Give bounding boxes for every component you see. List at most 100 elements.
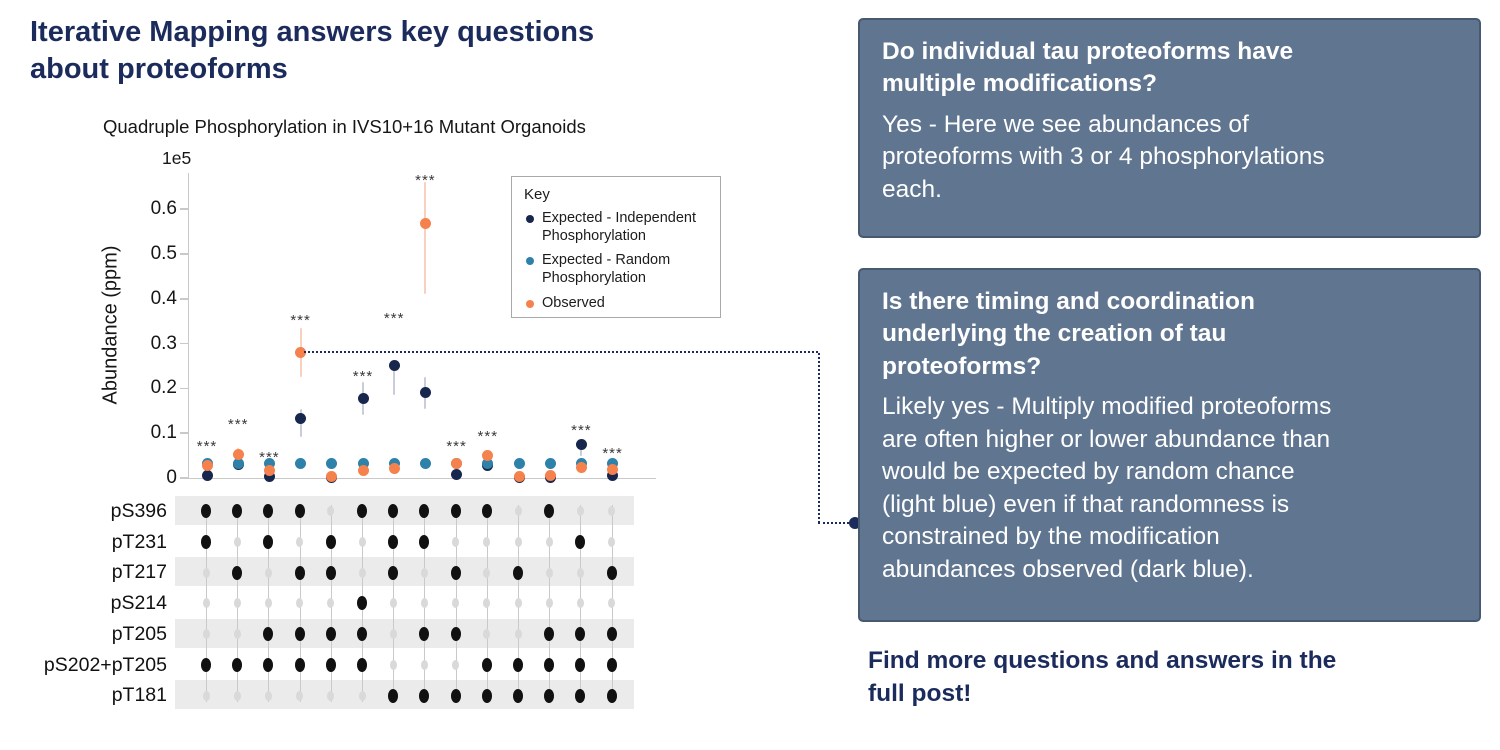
data-point bbox=[513, 470, 525, 482]
matrix-dot-empty bbox=[576, 598, 584, 609]
data-point bbox=[326, 457, 338, 469]
matrix-dot-filled bbox=[513, 688, 523, 703]
matrix-dot-filled bbox=[575, 535, 586, 550]
matrix-dot-filled bbox=[357, 657, 367, 672]
matrix-dot-empty bbox=[296, 690, 304, 701]
matrix-dot-empty bbox=[202, 690, 210, 701]
matrix-dot-empty bbox=[358, 567, 366, 578]
matrix-dot-empty bbox=[576, 567, 584, 578]
error-bar bbox=[393, 363, 396, 396]
data-point bbox=[326, 471, 338, 483]
matrix-dot-filled bbox=[419, 627, 430, 642]
matrix-dot-filled bbox=[513, 657, 523, 672]
legend-entry: Observed bbox=[524, 295, 708, 313]
matrix-dot-filled bbox=[388, 504, 399, 519]
legend-entry: Expected - Independent Phosphorylation bbox=[524, 210, 708, 245]
matrix-dot-filled bbox=[606, 565, 617, 580]
chart-title: Quadruple Phosphorylation in IVS10+16 Mu… bbox=[103, 116, 586, 137]
qa-box-1-heading: Do individual tau proteoforms have multi… bbox=[882, 38, 1294, 98]
y-tick-mark bbox=[180, 432, 188, 434]
connector-line-elbow bbox=[818, 522, 849, 524]
matrix-dot-empty bbox=[389, 629, 397, 640]
matrix-dot-empty bbox=[327, 690, 335, 701]
data-point bbox=[357, 393, 369, 405]
matrix-dot-filled bbox=[419, 688, 430, 703]
connector-line-vertical bbox=[818, 353, 820, 523]
matrix-row-stripe bbox=[175, 557, 634, 587]
y-tick-label: 0.2 bbox=[150, 377, 177, 399]
matrix-dot-filled bbox=[294, 627, 305, 642]
data-point bbox=[607, 457, 619, 469]
matrix-dot-filled bbox=[325, 565, 336, 580]
matrix-dot-empty bbox=[514, 629, 522, 640]
upset-matrix: pS396 pT231 pT217 pS214 pT205 pS202+pT205 pT18… bbox=[44, 496, 634, 711]
data-point bbox=[295, 346, 307, 358]
matrix-dot-empty bbox=[202, 598, 210, 609]
significance-label: *** bbox=[352, 367, 374, 385]
matrix-dot-empty bbox=[514, 598, 522, 609]
matrix-dot-filled bbox=[419, 535, 430, 550]
y-tick-label: 0.5 bbox=[150, 243, 177, 264]
matrix-dot-empty bbox=[389, 659, 397, 670]
matrix-dot-empty bbox=[514, 506, 522, 517]
matrix-dot-filled bbox=[544, 504, 555, 519]
matrix-row-label: pT181 bbox=[111, 684, 167, 707]
matrix-dot-empty bbox=[452, 659, 460, 670]
matrix-dot-empty bbox=[327, 598, 335, 609]
matrix-dot-filled bbox=[513, 565, 523, 580]
matrix-dot-empty bbox=[545, 567, 553, 578]
matrix-dot-filled bbox=[544, 688, 555, 703]
matrix-dot-filled bbox=[450, 565, 461, 580]
legend-entry-label: Expected - Random Phosphorylation bbox=[542, 252, 671, 287]
data-point bbox=[482, 450, 494, 462]
matrix-dot-empty bbox=[264, 690, 272, 701]
matrix-dot-filled bbox=[481, 504, 492, 519]
significance-label: *** bbox=[415, 172, 436, 190]
matrix-dot-filled bbox=[481, 688, 492, 703]
matrix-row-label: pS202+pT205 bbox=[43, 653, 167, 676]
matrix-dot-empty bbox=[264, 567, 272, 578]
matrix-dot-filled bbox=[388, 688, 399, 703]
matrix-dot-empty bbox=[483, 567, 491, 578]
data-point bbox=[295, 457, 307, 469]
data-point bbox=[201, 460, 213, 472]
matrix-dot-filled bbox=[481, 657, 492, 672]
matrix-row-label: pT217 bbox=[111, 561, 167, 584]
data-point bbox=[451, 468, 463, 480]
data-point bbox=[607, 469, 619, 481]
matrix-dot-filled bbox=[575, 688, 586, 703]
matrix-dot-empty bbox=[202, 567, 210, 578]
qa-box-timing-coordination: Is there timing and coordination underly… bbox=[858, 268, 1481, 622]
matrix-row-label: pS214 bbox=[110, 592, 167, 615]
significance-label: *** bbox=[446, 437, 467, 455]
y-tick-label: 0.4 bbox=[150, 287, 177, 309]
y-tick-mark bbox=[180, 208, 188, 210]
legend-title: Key bbox=[524, 186, 550, 203]
matrix-dot-empty bbox=[420, 659, 428, 670]
matrix-dot-empty bbox=[483, 629, 491, 640]
matrix-dot-filled bbox=[450, 627, 461, 642]
matrix-dot-empty bbox=[233, 598, 241, 609]
matrix-dot-filled bbox=[263, 627, 274, 642]
data-point bbox=[263, 465, 275, 477]
matrix-dot-empty bbox=[296, 598, 304, 609]
matrix-dot-empty bbox=[358, 690, 366, 701]
legend-entry-label: Expected - Independent Phosphorylation bbox=[542, 210, 696, 244]
significance-label: *** bbox=[227, 416, 249, 434]
matrix-dot-empty bbox=[483, 598, 491, 609]
matrix-dot-empty bbox=[545, 598, 553, 609]
data-point bbox=[388, 463, 400, 475]
matrix-dot-empty bbox=[202, 629, 210, 640]
y-axis-multiplier: 1e5 bbox=[162, 148, 192, 168]
matrix-dot-filled bbox=[294, 504, 305, 519]
significance-label: *** bbox=[383, 309, 405, 327]
data-point bbox=[575, 461, 587, 473]
matrix-dot-empty bbox=[608, 598, 616, 609]
data-point bbox=[544, 457, 556, 469]
qa-box-2-heading: Is there timing and coordination underly… bbox=[882, 288, 1255, 380]
matrix-row-label: pS396 bbox=[110, 500, 167, 522]
y-tick-mark bbox=[180, 253, 188, 255]
matrix-row-stripe bbox=[175, 680, 634, 710]
data-point bbox=[419, 457, 431, 469]
y-tick-mark bbox=[180, 342, 188, 345]
